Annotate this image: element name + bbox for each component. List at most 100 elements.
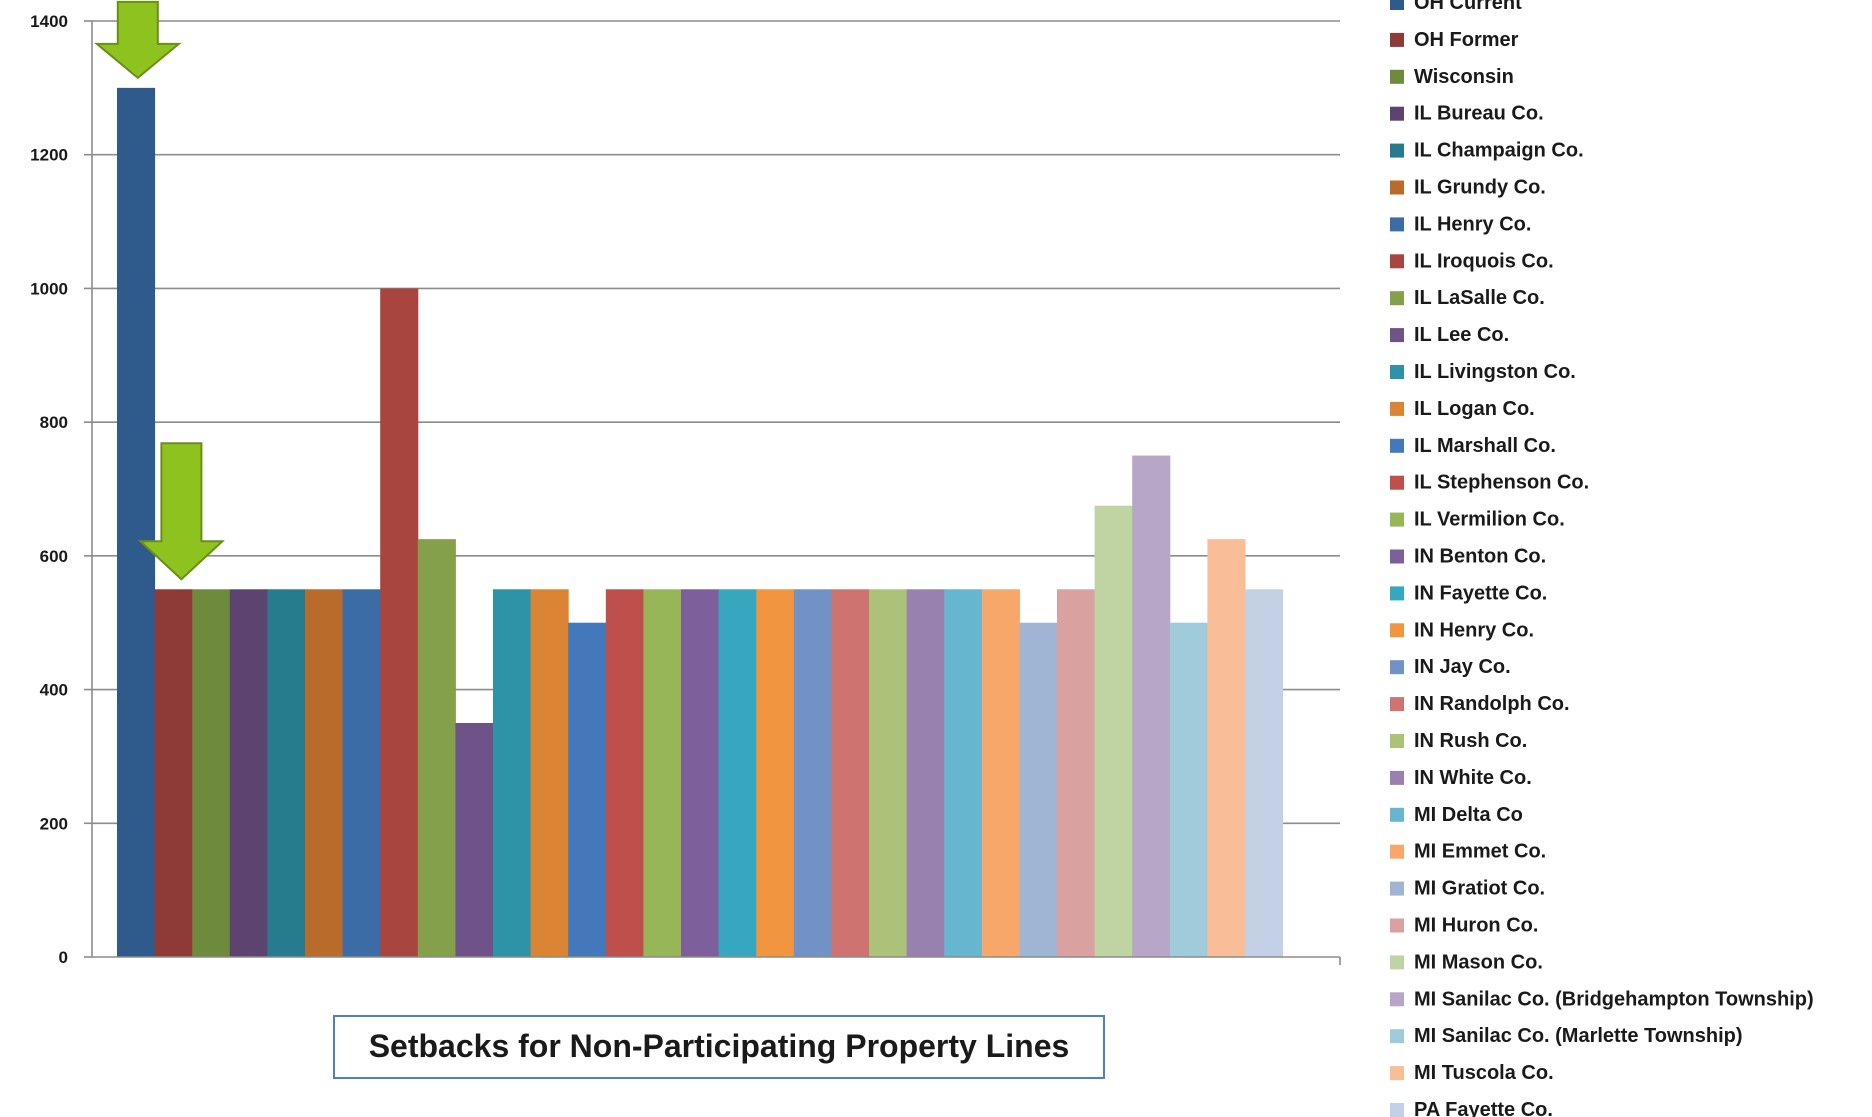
legend-label: IL Vermilion Co. <box>1414 509 1565 531</box>
legend-swatch <box>1390 217 1404 232</box>
legend-label: IN Henry Co. <box>1414 619 1534 641</box>
legend-swatch <box>1390 69 1404 84</box>
bar-wisconsin <box>192 589 231 957</box>
bar-pa-fayette-co <box>1245 589 1284 957</box>
bar-mi-delta-co <box>944 589 983 957</box>
bar-in-white-co <box>906 589 945 957</box>
legend-label: IN Jay Co. <box>1414 656 1511 678</box>
bar-mi-huron-co <box>1057 589 1096 957</box>
legend-swatch <box>1390 955 1404 970</box>
bar-il-lasalle-co <box>417 539 456 957</box>
legend-label: IL Iroquois Co. <box>1414 250 1554 272</box>
y-tick-label: 600 <box>40 547 68 566</box>
bar-in-jay-co <box>793 589 832 957</box>
legend-label: MI Delta Co <box>1414 804 1523 826</box>
legend-swatch <box>1390 734 1404 748</box>
y-tick-label: 800 <box>40 413 68 432</box>
y-tick-label: 400 <box>40 681 68 700</box>
bar-oh-former <box>154 589 193 957</box>
chart-title: Setbacks for Non-Participating Property … <box>369 1028 1070 1064</box>
legend-label: OH Former <box>1414 29 1519 51</box>
legend-label: IL Henry Co. <box>1414 213 1531 235</box>
bar-il-grundy-co <box>305 589 344 957</box>
legend-label: MI Sanilac Co. (Bridgehampton Township) <box>1414 988 1814 1010</box>
bar-in-randolph-co <box>831 589 870 957</box>
bar-oh-current <box>117 87 156 958</box>
annotation-arrows <box>94 0 225 581</box>
legend-label: IL Grundy Co. <box>1414 177 1546 199</box>
legend-swatch <box>1390 512 1404 527</box>
legend-swatch <box>1390 586 1404 601</box>
bar-in-rush-co <box>869 589 908 957</box>
legend-swatch <box>1390 549 1404 564</box>
legend-swatch <box>1390 254 1404 269</box>
bar-mi-sanilac-co-marlette-township <box>1169 622 1208 957</box>
legend-swatch <box>1390 992 1404 1007</box>
legend-label: IN Fayette Co. <box>1414 582 1547 604</box>
bar-mi-tuscola-co <box>1207 539 1246 957</box>
bar-mi-emmet-co <box>981 589 1020 957</box>
legend-swatch <box>1390 328 1404 343</box>
bar-il-lee-co <box>455 723 494 957</box>
legend-swatch <box>1390 291 1404 306</box>
bar-il-vermilion-co <box>643 589 682 957</box>
bar-il-stephenson-co <box>605 589 644 957</box>
legend-label: MI Emmet Co. <box>1414 841 1546 863</box>
bar-il-iroquois-co <box>380 288 419 957</box>
legend-label: IL Stephenson Co. <box>1414 472 1589 494</box>
legend: OH Current OH Former Wisconsin IL Bureau Co… <box>1390 0 1814 1117</box>
legend-label: OH Current <box>1414 0 1522 14</box>
legend-label: IN Benton Co. <box>1414 546 1546 568</box>
legend-label: IL Marshall Co. <box>1414 435 1556 457</box>
legend-label: IN White Co. <box>1414 767 1532 789</box>
bar-in-henry-co <box>756 589 795 957</box>
legend-label: IL Livingston Co. <box>1414 361 1576 383</box>
legend-label: PA Fayette Co. <box>1414 1099 1553 1117</box>
bars <box>117 87 1284 958</box>
bar-il-champaign-co <box>267 589 306 957</box>
legend-label: IL LaSalle Co. <box>1414 287 1545 309</box>
legend-swatch <box>1390 881 1404 896</box>
legend-swatch <box>1390 1103 1404 1117</box>
bar-il-henry-co <box>342 589 381 957</box>
bar-il-marshall-co <box>568 622 607 957</box>
y-tick-label: 1400 <box>30 12 68 31</box>
legend-label: IN Randolph Co. <box>1414 693 1570 715</box>
legend-swatch <box>1390 1066 1404 1081</box>
legend-swatch <box>1390 106 1404 121</box>
y-tick-label: 1000 <box>30 279 68 298</box>
bar-in-benton-co <box>681 589 720 957</box>
legend-swatch <box>1390 770 1404 785</box>
legend-label: MI Gratiot Co. <box>1414 878 1545 900</box>
down-arrow-icon <box>137 442 225 581</box>
title-frame <box>333 1015 1105 1079</box>
legend-swatch <box>1390 623 1404 638</box>
legend-swatch <box>1390 1029 1404 1044</box>
legend-swatch <box>1390 807 1404 822</box>
legend-swatch <box>1390 143 1404 158</box>
legend-label: MI Mason Co. <box>1414 951 1543 973</box>
legend-swatch <box>1390 180 1404 195</box>
legend-swatch <box>1390 475 1404 490</box>
legend-label: IL Lee Co. <box>1414 324 1509 346</box>
bar-il-bureau-co <box>229 589 268 957</box>
legend-swatch <box>1390 697 1404 712</box>
legend-label: IL Champaign Co. <box>1414 140 1584 162</box>
y-tick-label: 200 <box>40 814 68 833</box>
bar-mi-gratiot-co <box>1019 622 1058 957</box>
legend-swatch <box>1390 660 1404 675</box>
legend-swatch <box>1390 918 1404 933</box>
bar-il-livingston-co <box>493 589 532 957</box>
legend-label: MI Tuscola Co. <box>1414 1062 1554 1084</box>
down-arrow-icon <box>94 0 182 80</box>
legend-label: IL Logan Co. <box>1414 398 1535 420</box>
legend-label: MI Huron Co. <box>1414 915 1538 937</box>
bar-mi-mason-co <box>1094 505 1133 957</box>
bar-mi-sanilac-co-bridgehampton-township <box>1132 455 1171 957</box>
chart-title-box: Setbacks for Non-Participating Property … <box>333 1015 1105 1079</box>
legend-label: IN Rush Co. <box>1414 730 1527 752</box>
legend-label: Wisconsin <box>1414 66 1514 88</box>
y-tick-label: 1200 <box>30 146 68 165</box>
legend-swatch <box>1390 401 1404 416</box>
